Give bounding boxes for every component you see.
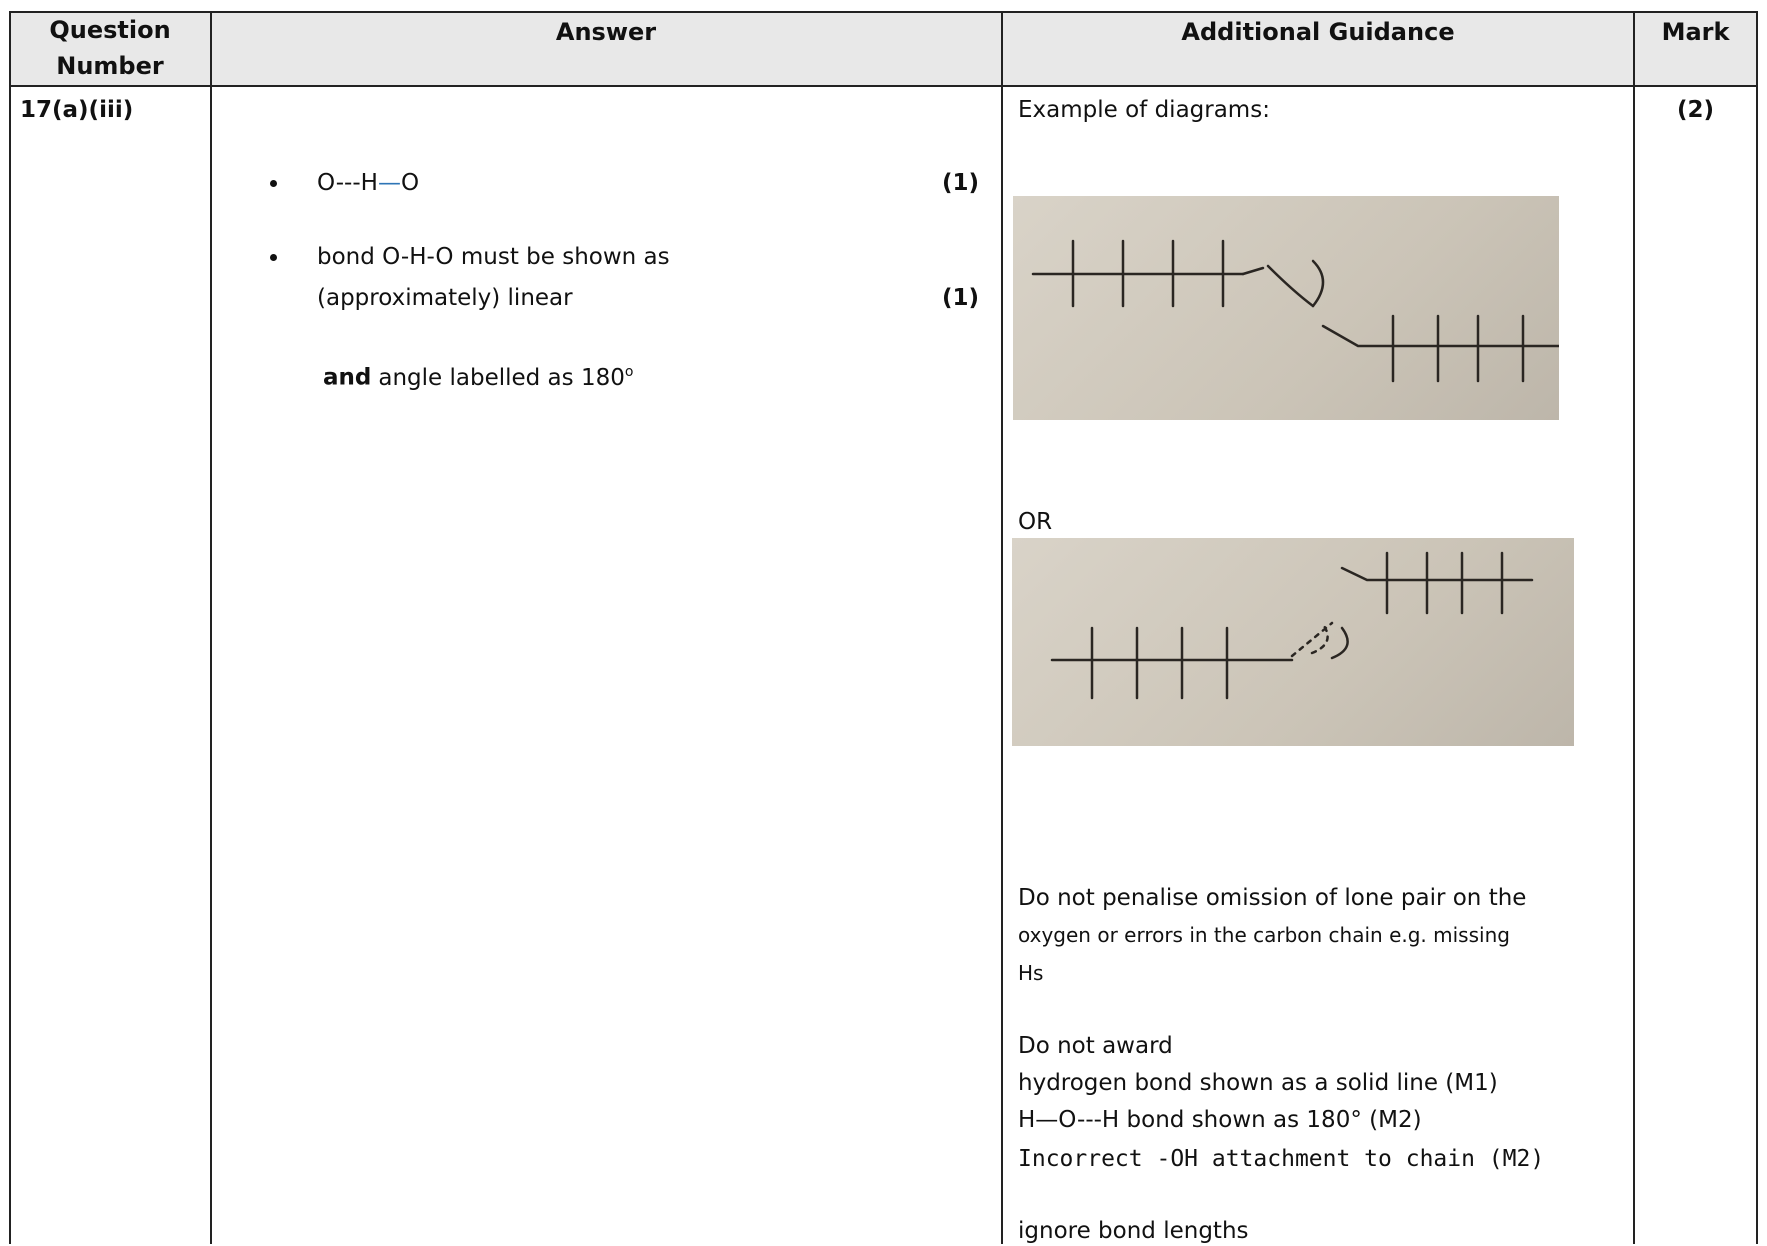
- answer-text: O---H: [317, 170, 378, 196]
- answer-condition: and angle labelled as 180o: [323, 357, 633, 393]
- guidance-text: H—O---H bond shown as 180° (M2): [1018, 1107, 1422, 1133]
- answer-text: (approximately) linear: [317, 285, 573, 311]
- guidance-text: OR: [1018, 509, 1053, 535]
- header-cell: Mark: [1661, 18, 1730, 46]
- total-mark: (2): [1676, 97, 1715, 123]
- bullet: [270, 180, 277, 187]
- header-cell: Additional Guidance: [1181, 18, 1455, 46]
- column-border: [210, 11, 212, 1244]
- column-border: [1756, 11, 1758, 1244]
- guidance-text: hydrogen bond shown as a solid line (M1): [1018, 1070, 1498, 1096]
- guidance-text: Incorrect -OH attachment to chain (M2): [1018, 1146, 1545, 1172]
- guidance-text: ignore bond lengths: [1018, 1218, 1249, 1244]
- answer-text: O: [400, 170, 420, 196]
- column-border: [1633, 11, 1635, 1244]
- header-border: [9, 85, 1758, 87]
- superscript: o: [624, 364, 634, 380]
- diagram-photo: [1013, 196, 1559, 420]
- answer-text: angle labelled as 180: [378, 364, 625, 391]
- header-row: [9, 11, 1758, 86]
- column-border: [9, 11, 11, 1244]
- diagram-photo: [1012, 538, 1574, 746]
- point-mark: (1): [942, 285, 980, 311]
- bold-text: and: [323, 364, 372, 391]
- guidance-text: Hs: [1018, 961, 1044, 985]
- point-mark: (1): [942, 170, 980, 196]
- bullet: [270, 254, 277, 261]
- guidance-text: oxygen or errors in the carbon chain e.g…: [1018, 923, 1510, 947]
- table-border: [9, 11, 1758, 13]
- answer-point: O---H—O: [317, 168, 419, 198]
- question-number: 17(a)(iii): [20, 97, 134, 123]
- guidance-text: Do not penalise omission of lone pair on…: [1018, 885, 1527, 911]
- answer-text: bond O-H-O must be shown as: [317, 244, 670, 270]
- bond: —: [377, 170, 401, 196]
- header-cell: Question Number: [49, 16, 171, 80]
- column-border: [1001, 11, 1003, 1244]
- header-cell: Answer: [555, 18, 657, 46]
- guidance-text: Example of diagrams:: [1018, 97, 1270, 123]
- guidance-text: Do not award: [1018, 1033, 1173, 1059]
